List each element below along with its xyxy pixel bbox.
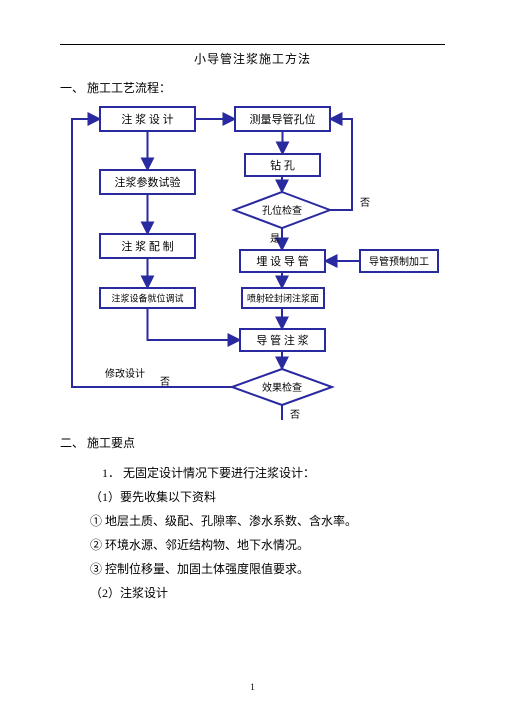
page-number: 1 <box>0 682 505 692</box>
node-param: 注浆参数试验 <box>100 170 195 194</box>
para-6: （2）注浆设计 <box>60 581 445 605</box>
body-text: 1． 无固定设计情况下要进行注浆设计： （1）要先收集以下资料 ① 地层土质、级… <box>60 461 445 605</box>
node-measure: 测量导管孔位 <box>235 107 330 131</box>
svg-text:孔位检查: 孔位检查 <box>262 204 302 217</box>
node-drill: 钻 孔 <box>245 154 320 176</box>
node-design: 注 浆 设 计 <box>100 107 195 131</box>
node-mix: 注 浆 配 制 <box>100 234 195 258</box>
node-check2: 效果检查 <box>232 369 332 405</box>
para-2: （1）要先收集以下资料 <box>60 485 445 509</box>
section-1-heading: 一、 施工工艺流程： <box>60 79 445 96</box>
svg-text:注 浆 配 制: 注 浆 配 制 <box>121 239 173 253</box>
doc-title: 小导管注浆施工方法 <box>60 50 445 67</box>
para-1: 1． 无固定设计情况下要进行注浆设计： <box>60 461 445 485</box>
svg-text:导 管 注 浆: 导 管 注 浆 <box>256 333 308 347</box>
label-yes-1: 是 <box>270 233 280 245</box>
edge-check1-no <box>330 119 352 210</box>
svg-text:埋 设 导 管: 埋 设 导 管 <box>256 254 308 268</box>
svg-text:钻 孔: 钻 孔 <box>270 158 295 172</box>
para-3: ① 地层土质、级配、孔隙率、渗水系数、含水率。 <box>60 509 445 533</box>
node-prefab: 导管预制加工 <box>360 250 438 272</box>
svg-text:注浆参数试验: 注浆参数试验 <box>115 175 181 189</box>
flowchart: 注 浆 设 计 测量导管孔位 注浆参数试验 钻 孔 注 浆 配 制 孔位检查 埋… <box>60 102 445 422</box>
svg-text:测量导管孔位: 测量导管孔位 <box>250 112 316 126</box>
node-check1: 孔位检查 <box>234 192 330 228</box>
svg-text:注浆设备就位调试: 注浆设备就位调试 <box>111 293 183 304</box>
label-no-2: 否 <box>160 376 170 388</box>
label-no-1: 否 <box>360 197 370 209</box>
svg-text:导管预制加工: 导管预制加工 <box>369 255 429 268</box>
node-debug: 注浆设备就位调试 <box>100 288 195 308</box>
node-inject: 导 管 注 浆 <box>240 329 325 351</box>
header-rule <box>60 44 445 45</box>
label-no-3: 否 <box>290 409 300 421</box>
node-spray: 喷射砼封闭注浆面 <box>242 288 324 308</box>
para-5: ③ 控制位移量、加固土体强度限值要求。 <box>60 557 445 581</box>
label-modify: 修改设计 <box>105 367 145 380</box>
section-2-heading: 二、 施工要点 <box>60 434 445 451</box>
node-lay: 埋 设 导 管 <box>240 250 325 272</box>
svg-text:喷射砼封闭注浆面: 喷射砼封闭注浆面 <box>247 293 319 304</box>
svg-text:效果检查: 效果检查 <box>262 381 302 394</box>
edge-debug-inject <box>148 308 241 340</box>
para-4: ② 环境水源、邻近结构物、地下水情况。 <box>60 533 445 557</box>
svg-text:注 浆 设 计: 注 浆 设 计 <box>121 112 173 126</box>
